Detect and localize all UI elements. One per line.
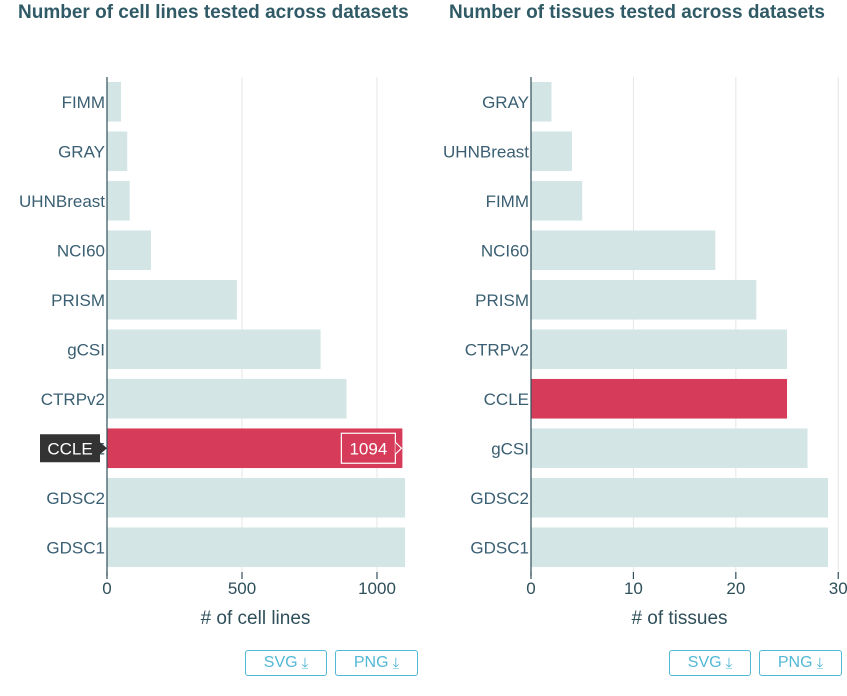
download-icon: ⤓: [816, 654, 824, 672]
category-label: GDSC1: [46, 538, 105, 557]
category-label: NCI60: [481, 241, 529, 260]
category-label: PRISM: [51, 291, 105, 310]
bar-NCI60[interactable]: [107, 230, 152, 271]
x-tick-label: 1000: [358, 579, 396, 598]
x-axis-title: # of tissues: [631, 608, 727, 629]
bar-CTRPv2[interactable]: [531, 329, 788, 370]
category-label: PRISM: [475, 291, 529, 310]
bar-PRISM[interactable]: [531, 279, 757, 320]
download-svg-button-right[interactable]: SVG ⤓: [669, 650, 751, 676]
hover-category-box: [40, 434, 100, 463]
x-axis-title: # of cell lines: [201, 608, 311, 629]
category-label: GRAY: [482, 93, 529, 112]
category-label: NCI60: [57, 241, 105, 260]
hover-value-label: 1094: [349, 439, 387, 458]
x-tick-label: 10: [624, 579, 643, 598]
hover-category-label: CCLE: [47, 439, 92, 458]
hover-category-pointer: [100, 442, 107, 455]
svg-button-label: SVG: [263, 654, 298, 671]
bar-CCLE[interactable]: [531, 378, 788, 419]
chart-panel-0: FIMM GRAY UHNBreast NCI60 PRISM gCSI CTRPv2 CCL…: [19, 77, 406, 629]
category-label: CTRPv2: [41, 390, 105, 409]
chart-title-tissues: Number of tissues tested across datasets: [449, 2, 825, 23]
download-png-button-right[interactable]: PNG ⤓: [759, 650, 842, 676]
x-tick-label: 500: [228, 579, 256, 598]
bar-gCSI[interactable]: [107, 329, 321, 370]
bar-PRISM[interactable]: [107, 279, 237, 320]
bar-UHNBreast[interactable]: [531, 131, 572, 172]
category-label: FIMM: [62, 93, 105, 112]
charts-canvas: FIMM GRAY UHNBreast NCI60 PRISM gCSI CTRPv2 CCL…: [19, 77, 847, 629]
bar-FIMM[interactable]: [107, 81, 122, 122]
bar-NCI60[interactable]: [531, 230, 716, 271]
png-button-label: PNG: [353, 654, 389, 671]
bar-GDSC1[interactable]: [531, 527, 828, 568]
download-svg-button-left[interactable]: SVG ⤓: [245, 650, 327, 676]
category-label: CTRPv2: [465, 340, 529, 359]
category-label: UHNBreast: [19, 192, 105, 211]
download-icon: ⤓: [301, 654, 309, 672]
download-icon: ⤓: [725, 654, 733, 672]
category-label: FIMM: [486, 192, 529, 211]
bar-CTRPv2[interactable]: [107, 378, 347, 419]
png-button-label: PNG: [777, 654, 813, 671]
category-label: UHNBreast: [443, 142, 529, 161]
svg-button-label: SVG: [687, 654, 722, 671]
x-tick-label: 0: [526, 579, 535, 598]
download-png-button-left[interactable]: PNG ⤓: [335, 650, 418, 676]
download-icon: ⤓: [392, 654, 400, 672]
category-label: gCSI: [67, 340, 105, 359]
bar-FIMM[interactable]: [531, 180, 583, 221]
category-label: gCSI: [491, 439, 529, 458]
category-label: GRAY: [58, 142, 105, 161]
bar-UHNBreast[interactable]: [107, 180, 130, 221]
bar-GDSC1[interactable]: [107, 527, 406, 568]
x-tick-label: 30: [829, 579, 847, 598]
hover-value-pointer: [394, 441, 403, 455]
category-label: GDSC2: [46, 489, 105, 508]
category-label: GDSC1: [470, 538, 529, 557]
bar-GRAY[interactable]: [107, 131, 128, 172]
bar-GDSC2[interactable]: [107, 477, 406, 518]
bar-GDSC2[interactable]: [531, 477, 828, 518]
x-tick-label: 0: [102, 579, 111, 598]
category-label: CCLE: [484, 390, 529, 409]
x-tick-label: 20: [726, 579, 745, 598]
chart-title-cell-lines: Number of cell lines tested across datas…: [18, 2, 409, 23]
bar-GRAY[interactable]: [531, 81, 552, 122]
chart-panel-1: GRAY UHNBreast FIMM NCI60 PRISM CTRPv2 CCLE gCS…: [443, 77, 847, 629]
bar-gCSI[interactable]: [531, 428, 808, 469]
category-label: GDSC2: [470, 489, 529, 508]
